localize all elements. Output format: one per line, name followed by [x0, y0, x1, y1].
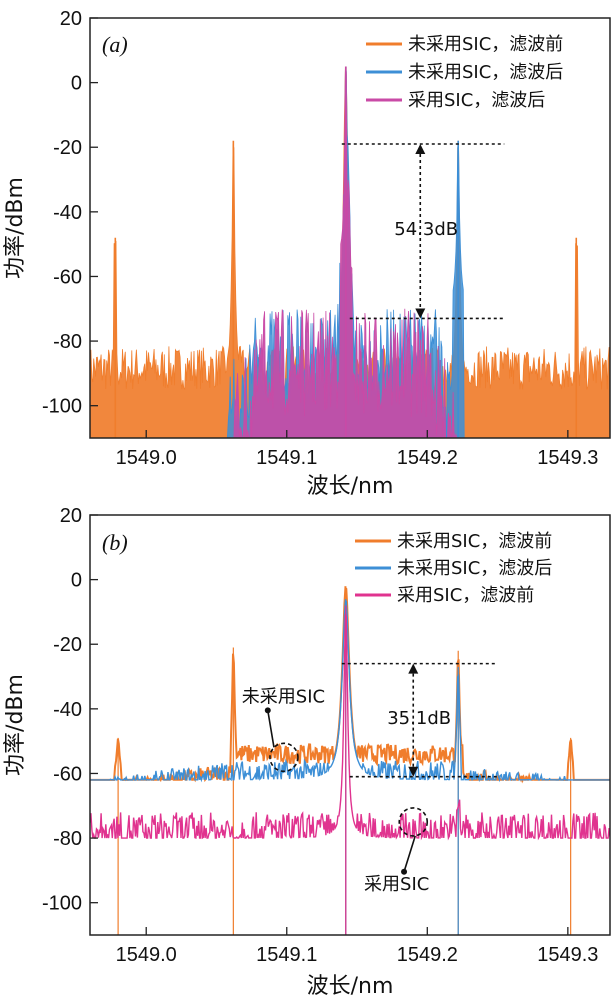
panel-a-legend-label-2: 未采用SIC，滤波后 [408, 62, 563, 83]
panel-a-xlabel: 波长/nm [307, 474, 394, 499]
panel-b-callout-label-2: 采用SIC [364, 874, 429, 895]
panel-a-plot-frame [89, 17, 611, 439]
panel-b-xtick-label-1: 1549.1 [256, 944, 317, 966]
panel-a-ytick-label-0: 20 [60, 8, 82, 30]
panel-a-annotations: 54.3dB [341, 143, 505, 320]
panel-b-ytick-label-2: -20 [53, 634, 82, 656]
panel-b-arrowhead-up [408, 663, 419, 674]
panel-b-callout-label-1: 未采用SIC [242, 686, 325, 707]
chart-panel-a: 54.3dB 1549.0 1549.1 1549.2 1549.3 20 0 -20 -40… [3, 8, 611, 499]
panel-b-dashed-circle-2 [398, 807, 429, 837]
panel-a-ylabel: 功率/dBm [3, 177, 28, 279]
panel-b-ylabel: 功率/dBm [3, 674, 28, 776]
panel-a-ytick-label-4: -60 [53, 266, 82, 288]
panel-b-dashed-circle-1 [269, 742, 299, 773]
panel-b-ytick-label-3: -40 [53, 699, 82, 721]
panel-b-xtick-label-2: 1549.2 [397, 944, 458, 966]
panel-a-ticks: 1549.0 1549.1 1549.2 1549.3 20 0 -20 -40 -60 -80 -… [42, 8, 598, 469]
panel-a-ytick-label-5: -80 [53, 331, 82, 353]
panel-a-legend-label-1: 未采用SIC，滤波前 [408, 34, 563, 55]
panel-a-series-2-area [90, 68, 610, 438]
panel-b-legend-label-2: 未采用SIC，滤波后 [397, 558, 552, 579]
panel-a-xtick-label-2: 1549.2 [397, 447, 458, 469]
panel-a-ytick-label-1: 0 [71, 73, 82, 95]
panel-b-legend-label-1: 未采用SIC，滤波前 [397, 531, 552, 552]
panel-b-ticks: 1549.0 1549.1 1549.2 1549.3 20 0 -20 -40 -60 -80 -… [42, 505, 598, 966]
panel-a-legend: 未采用SIC，滤波前 未采用SIC，滤波后 采用SIC，滤波后 [366, 34, 563, 111]
panel-b-series-1-line [90, 599, 610, 783]
panel-b-ytick-label-6: -100 [42, 893, 82, 915]
panel-b-ytick-label-4: -60 [53, 763, 82, 785]
panel-a-xtick-label-0: 1549.0 [116, 447, 177, 469]
panel-b-xtick-label-0: 1549.0 [116, 944, 177, 966]
panel-b-ytick-label-1: 0 [71, 570, 82, 592]
panel-b-series-2-line [90, 613, 610, 841]
panel-b-ytick-label-0: 20 [60, 505, 82, 527]
panel-a-ytick-label-6: -100 [42, 396, 82, 418]
panel-a-legend-label-3: 采用SIC，滤波后 [408, 90, 545, 111]
panel-a-xtick-label-3: 1549.3 [537, 447, 598, 469]
panel-a-arrowhead-down [415, 308, 426, 319]
panel-b-callout-arrowhead-2 [401, 868, 408, 875]
panel-a-label: (a) [102, 32, 128, 57]
panel-b-legend: 未采用SIC，滤波前 未采用SIC，滤波后 采用SIC，滤波前 [355, 531, 552, 606]
panel-b-label: (b) [102, 530, 128, 555]
panel-a-series [90, 66, 610, 438]
panel-b-series [90, 585, 610, 935]
panel-b-arrowhead-down [408, 766, 419, 777]
panel-b-callout-arrow-1 [266, 710, 275, 748]
panel-a-gap-label: 54.3dB [394, 219, 458, 240]
panel-b-plot-frame [89, 514, 611, 936]
panel-b-xtick-label-3: 1549.3 [537, 944, 598, 966]
panel-b-xlabel: 波长/nm [307, 974, 394, 999]
panel-b-legend-label-3: 采用SIC，滤波前 [397, 585, 534, 606]
panel-a-ytick-label-2: -20 [53, 137, 82, 159]
panel-a-xtick-label-1: 1549.1 [256, 447, 317, 469]
panel-b-callout-arrowhead-1 [264, 707, 271, 714]
panel-a-ytick-label-3: -40 [53, 202, 82, 224]
panel-b-annotations: 35.1dB 未采用SIC 采用SIC [242, 662, 498, 895]
panel-b-callout-arrow-2 [403, 835, 417, 873]
panel-a-arrowhead-up [415, 144, 426, 154]
panel-b-gap-label: 35.1dB [387, 708, 451, 729]
panel-b-ytick-label-5: -80 [53, 828, 82, 850]
